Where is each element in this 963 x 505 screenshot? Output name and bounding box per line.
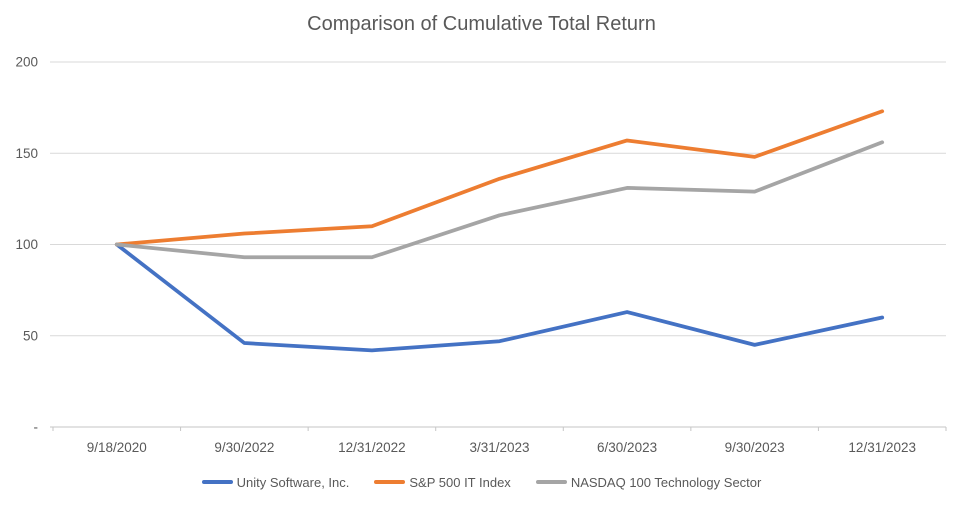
series-line-unity-software-inc- — [114, 242, 885, 353]
x-tick-label: 12/31/2022 — [338, 440, 406, 455]
x-tick-label: 12/31/2023 — [848, 440, 916, 455]
x-tick-label: 9/18/2020 — [87, 440, 147, 455]
legend-label: NASDAQ 100 Technology Sector — [570, 474, 762, 490]
legend-line-swatch — [201, 480, 233, 484]
legend-item: NASDAQ 100 Technology Sector — [535, 474, 762, 490]
y-tick-label: 150 — [15, 146, 38, 161]
legend-item: Unity Software, Inc. — [201, 474, 350, 490]
y-tick-label: 200 — [15, 55, 38, 70]
legend-line-swatch — [374, 480, 406, 484]
y-tick-label: - — [34, 420, 39, 435]
legend-label: S&P 500 IT Index — [409, 474, 511, 490]
legend-label: Unity Software, Inc. — [236, 474, 350, 490]
x-tick-label: 3/31/2023 — [469, 440, 529, 455]
chart-title: Comparison of Cumulative Total Return — [307, 13, 656, 35]
series-line-nasdaq-100-technology-sector — [114, 140, 885, 260]
legend-line-swatch — [535, 480, 567, 484]
series-line-s-p-500-it-index — [114, 109, 885, 247]
x-tick-label: 9/30/2023 — [725, 440, 785, 455]
y-tick-label: 100 — [15, 237, 38, 252]
legend-item: S&P 500 IT Index — [374, 474, 511, 490]
x-tick-label: 9/30/2022 — [214, 440, 274, 455]
legend: Unity Software, Inc. S&P 500 IT Index NASD… — [0, 470, 963, 494]
y-tick-label: 50 — [23, 328, 38, 343]
x-tick-label: 6/30/2023 — [597, 440, 657, 455]
